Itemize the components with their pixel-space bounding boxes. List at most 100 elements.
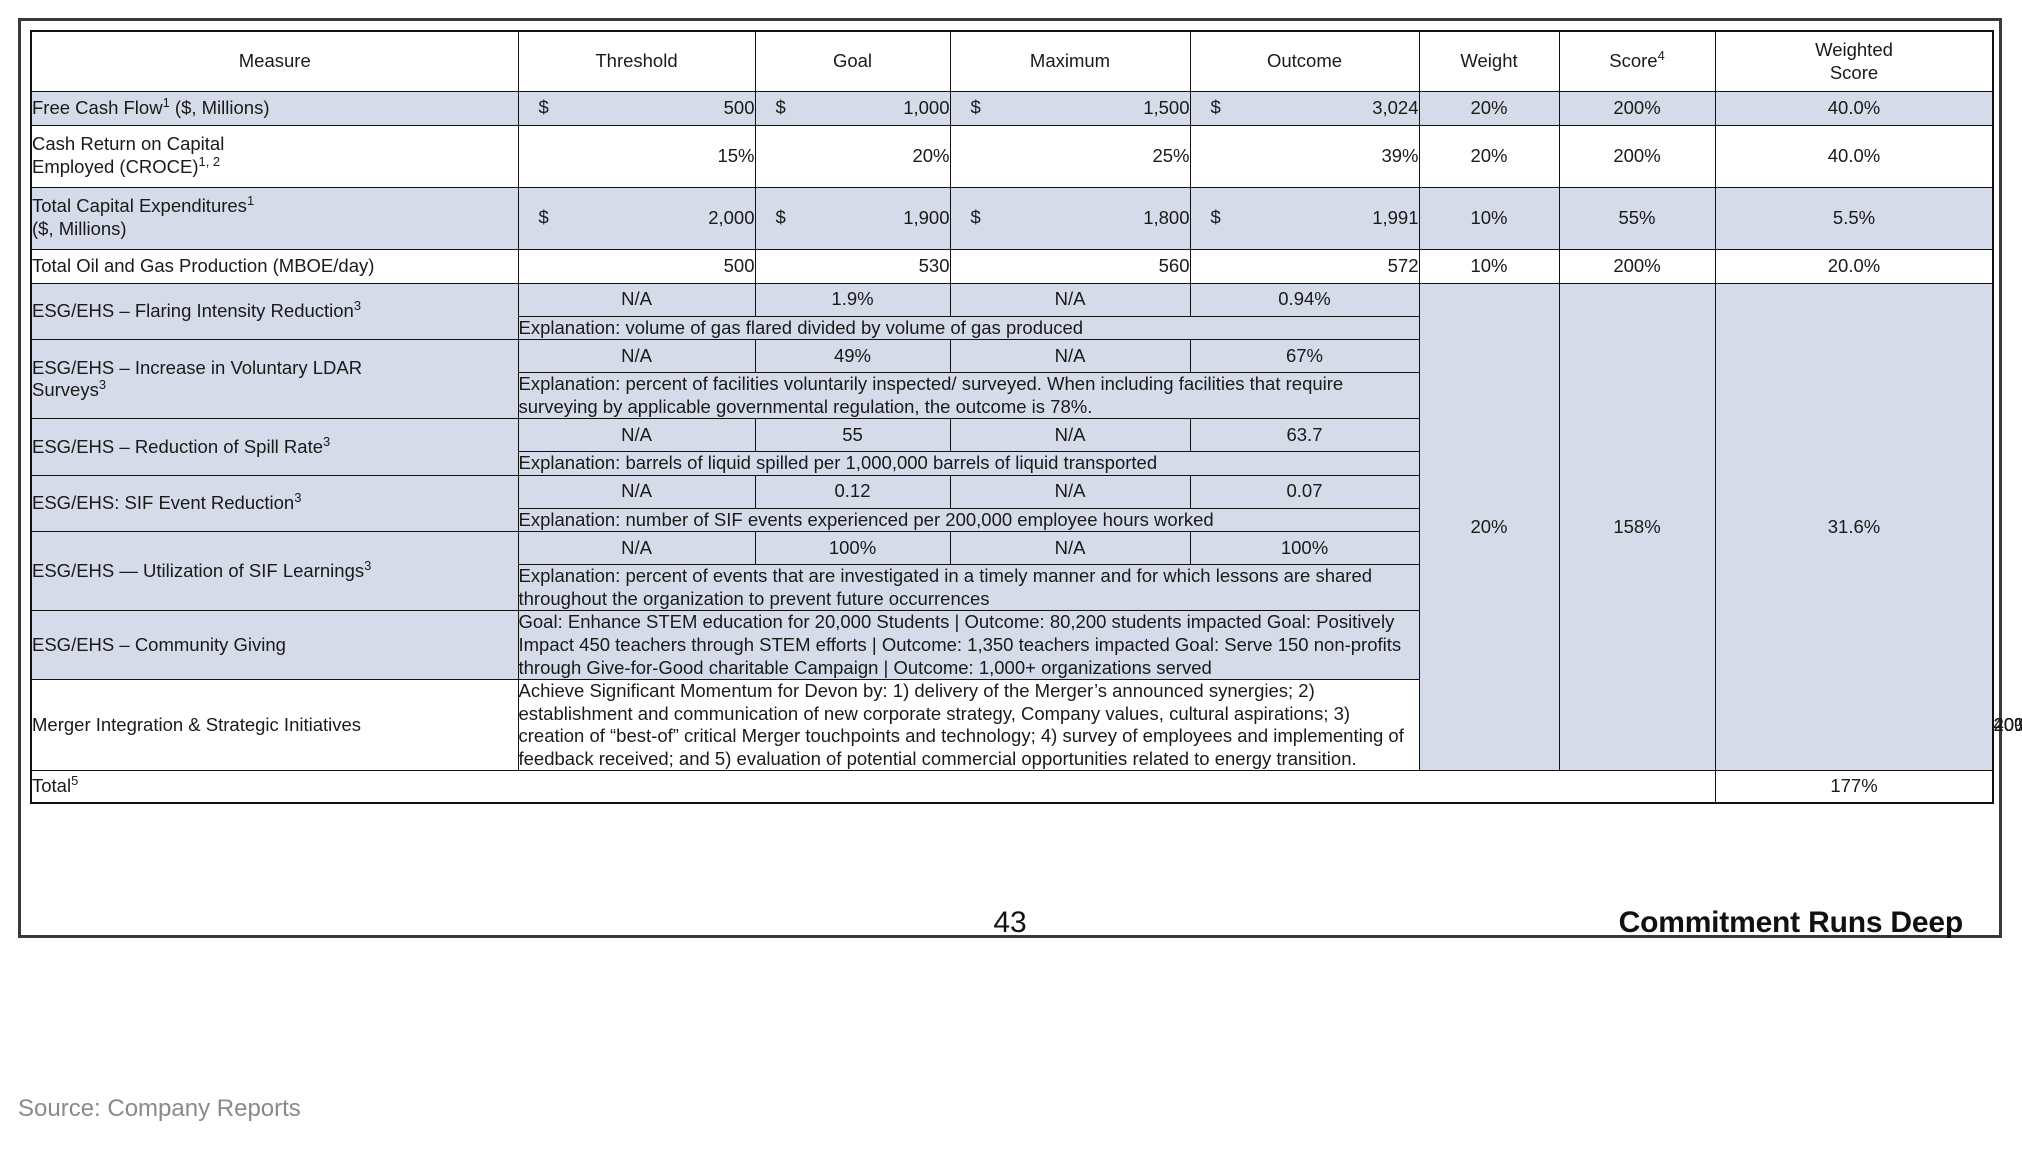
croce-maximum: 25% [949, 124, 1191, 188]
table-row-total: Total5 177% [30, 770, 1994, 804]
measure-label: ESG/EHS – Reduction of Spill Rate [32, 435, 324, 457]
currency-symbol: $ [775, 206, 786, 228]
production-threshold: 500 [517, 248, 756, 284]
table-row-flaring-values: ESG/EHS – Flaring Intensity Reduction3 N… [30, 282, 1994, 772]
measure-footnote: 3 [294, 490, 302, 506]
measure-footnote: 3 [98, 376, 107, 392]
currency-symbol: $ [970, 206, 981, 228]
esg-group-score: 158% [1558, 282, 1716, 772]
sif-learnings-explanation: Explanation: percent of events that are … [517, 564, 1420, 612]
capex-weighted-score: 5.5% [1714, 186, 1994, 250]
col-header-score: Score4 [1558, 30, 1716, 92]
measure-footnote: 1, 2 [198, 153, 221, 169]
measure-label: ESG/EHS — Utilization of SIF Learnings [32, 560, 365, 582]
ldar-goal: 49% [754, 339, 951, 374]
measure-free-cash-flow: Free Cash Flow1 ($, Millions) [30, 90, 519, 126]
currency-symbol: $ [1210, 96, 1221, 118]
ldar-explanation: Explanation: percent of facilities volun… [517, 372, 1420, 420]
currency-symbol: $ [970, 96, 981, 118]
source-note: Source: Company Reports [18, 1095, 301, 1122]
sif-learnings-threshold: N/A [517, 531, 756, 566]
production-maximum: 560 [949, 248, 1191, 284]
slide-footer: 43 Commitment Runs Deep [21, 906, 1999, 976]
flaring-threshold: N/A [517, 282, 756, 317]
esg-group-weighted-score: 31.6% [1714, 282, 1994, 772]
flaring-explanation: Explanation: volume of gas flared divide… [517, 315, 1420, 341]
measure-label-line2: ($, Millions) [32, 218, 127, 239]
production-goal: 530 [754, 248, 951, 284]
croce-weight: 20% [1418, 124, 1560, 188]
capex-weight: 10% [1418, 186, 1560, 250]
value: 1,900 [903, 206, 950, 228]
sif-event-goal: 0.12 [754, 474, 951, 509]
col-header-goal: Goal [754, 30, 951, 92]
total-footnote: 5 [71, 773, 79, 789]
value: 1,991 [1372, 206, 1419, 228]
ldar-threshold: N/A [517, 339, 756, 374]
col-header-threshold: Threshold [517, 30, 756, 92]
croce-goal: 20% [754, 124, 951, 188]
spill-explanation: Explanation: barrels of liquid spilled p… [517, 451, 1420, 476]
measure-sif-event: ESG/EHS: SIF Event Reduction3 [30, 474, 519, 533]
measure-label-line2: Surveys [32, 379, 99, 401]
value: 1,500 [1143, 96, 1190, 118]
col-header-score-label: Score [1609, 49, 1658, 71]
fcf-outcome: $3,024 [1189, 90, 1420, 126]
measure-label: ESG/EHS: SIF Event Reduction [32, 492, 295, 514]
sif-learnings-goal: 100% [754, 531, 951, 566]
col-header-weight: Weight [1418, 30, 1560, 92]
production-weighted-score: 20.0% [1714, 248, 1994, 284]
measure-community-giving: ESG/EHS – Community Giving [30, 610, 519, 681]
table-header-row: Measure Threshold Goal Maximum Outcome W… [30, 30, 1994, 92]
weighted-score-line2: Score [1829, 62, 1879, 84]
measure-label-line1: ESG/EHS – Increase in Voluntary LDAR [32, 356, 363, 378]
col-header-outcome: Outcome [1189, 30, 1420, 92]
measure-croce: Cash Return on Capital Employed (CROCE)1,… [30, 124, 519, 188]
sif-event-outcome: 0.07 [1189, 474, 1420, 509]
currency-symbol: $ [1210, 206, 1221, 228]
ldar-maximum: N/A [949, 339, 1191, 374]
measure-label-line2: Employed (CROCE) [32, 156, 199, 177]
capex-threshold: $2,000 [517, 186, 756, 250]
croce-score: 200% [1558, 124, 1716, 188]
value: 1,800 [1143, 206, 1190, 228]
fcf-goal: $1,000 [754, 90, 951, 126]
spill-threshold: N/A [517, 418, 756, 453]
measure-capex: Total Capital Expenditures1 ($, Millions) [30, 186, 519, 250]
col-header-maximum: Maximum [949, 30, 1191, 92]
measure-label: ESG/EHS – Flaring Intensity Reduction [32, 300, 354, 321]
measure-production: Total Oil and Gas Production (MBOE/day) [30, 248, 519, 284]
measure-label-line1: Cash Return on Capital [32, 133, 225, 155]
measure-footnote: 3 [364, 557, 372, 573]
capex-outcome: $1,991 [1189, 186, 1420, 250]
measure-spill-rate: ESG/EHS – Reduction of Spill Rate3 [30, 418, 519, 476]
measure-label-line1: Total Capital Expenditures [32, 195, 247, 217]
col-header-score-footnote: 4 [1657, 47, 1665, 63]
table-row-croce: Cash Return on Capital Employed (CROCE)1,… [30, 124, 1994, 188]
fcf-score: 200% [1558, 90, 1716, 126]
measure-unit: ($, Millions) [169, 96, 270, 118]
currency-symbol: $ [538, 96, 549, 118]
merger-integration-explanation: Achieve Significant Momentum for Devon b… [517, 679, 1420, 772]
sif-event-threshold: N/A [517, 474, 756, 509]
sif-learnings-maximum: N/A [949, 531, 1191, 566]
fcf-weight: 20% [1418, 90, 1560, 126]
sif-event-explanation: Explanation: number of SIF events experi… [517, 507, 1420, 533]
measure-flaring: ESG/EHS – Flaring Intensity Reduction3 [30, 282, 519, 341]
measure-footnote: 1 [246, 193, 255, 209]
measure-merger-integration: Merger Integration & Strategic Initiativ… [30, 679, 519, 772]
value: 3,024 [1372, 96, 1419, 118]
croce-outcome: 39% [1189, 124, 1420, 188]
sif-event-maximum: N/A [949, 474, 1191, 509]
capex-goal: $1,900 [754, 186, 951, 250]
measure-footnote: 3 [323, 433, 331, 449]
ldar-outcome: 67% [1189, 339, 1420, 374]
value: 1,000 [903, 96, 950, 118]
value: 500 [723, 96, 755, 118]
table-row-capex: Total Capital Expenditures1 ($, Millions)… [30, 186, 1994, 250]
measure-footnote: 1 [162, 94, 170, 110]
production-weight: 10% [1418, 248, 1560, 284]
total-label: Total5 [30, 770, 1716, 804]
measure-label: Free Cash Flow [32, 96, 163, 118]
capex-maximum: $1,800 [949, 186, 1191, 250]
